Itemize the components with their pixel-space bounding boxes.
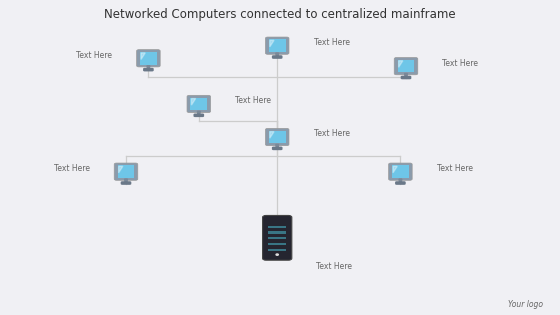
FancyBboxPatch shape bbox=[140, 52, 157, 65]
FancyBboxPatch shape bbox=[272, 146, 282, 150]
Polygon shape bbox=[270, 132, 274, 138]
Polygon shape bbox=[192, 99, 195, 105]
FancyBboxPatch shape bbox=[187, 95, 211, 112]
Polygon shape bbox=[405, 73, 407, 77]
Text: Text Here: Text Here bbox=[314, 38, 349, 47]
Text: Networked Computers connected to centralized mainframe: Networked Computers connected to central… bbox=[104, 8, 456, 21]
FancyBboxPatch shape bbox=[114, 163, 138, 180]
FancyBboxPatch shape bbox=[394, 58, 418, 75]
Polygon shape bbox=[125, 179, 127, 182]
FancyBboxPatch shape bbox=[194, 113, 204, 117]
FancyBboxPatch shape bbox=[401, 76, 411, 79]
Text: Your logo: Your logo bbox=[508, 300, 543, 309]
Circle shape bbox=[276, 254, 278, 255]
Polygon shape bbox=[141, 53, 145, 60]
FancyBboxPatch shape bbox=[190, 98, 207, 110]
Polygon shape bbox=[276, 144, 278, 147]
FancyBboxPatch shape bbox=[269, 39, 286, 52]
FancyBboxPatch shape bbox=[268, 232, 286, 234]
Polygon shape bbox=[399, 61, 403, 67]
FancyBboxPatch shape bbox=[389, 163, 412, 180]
FancyBboxPatch shape bbox=[272, 55, 282, 59]
Text: Text Here: Text Here bbox=[314, 129, 349, 138]
FancyBboxPatch shape bbox=[268, 237, 286, 239]
FancyBboxPatch shape bbox=[121, 181, 131, 185]
FancyBboxPatch shape bbox=[265, 37, 289, 54]
FancyBboxPatch shape bbox=[265, 129, 289, 146]
Text: Text Here: Text Here bbox=[54, 164, 90, 173]
FancyBboxPatch shape bbox=[269, 131, 286, 143]
FancyBboxPatch shape bbox=[398, 60, 414, 72]
Text: Text Here: Text Here bbox=[442, 59, 478, 67]
Polygon shape bbox=[147, 66, 150, 69]
FancyBboxPatch shape bbox=[268, 249, 286, 251]
FancyBboxPatch shape bbox=[268, 243, 286, 245]
FancyBboxPatch shape bbox=[268, 226, 286, 228]
FancyBboxPatch shape bbox=[118, 165, 134, 178]
Polygon shape bbox=[276, 53, 278, 56]
FancyBboxPatch shape bbox=[137, 50, 160, 67]
FancyBboxPatch shape bbox=[392, 165, 409, 178]
Text: Text Here: Text Here bbox=[76, 51, 112, 60]
Text: Text Here: Text Here bbox=[437, 164, 473, 173]
Polygon shape bbox=[270, 40, 274, 47]
FancyBboxPatch shape bbox=[395, 181, 405, 185]
FancyBboxPatch shape bbox=[143, 68, 153, 72]
Text: Text Here: Text Here bbox=[316, 262, 352, 271]
Text: Text Here: Text Here bbox=[235, 96, 271, 105]
Polygon shape bbox=[198, 111, 200, 114]
Polygon shape bbox=[393, 166, 397, 173]
Polygon shape bbox=[119, 166, 123, 173]
Polygon shape bbox=[399, 179, 402, 182]
FancyBboxPatch shape bbox=[263, 215, 292, 260]
